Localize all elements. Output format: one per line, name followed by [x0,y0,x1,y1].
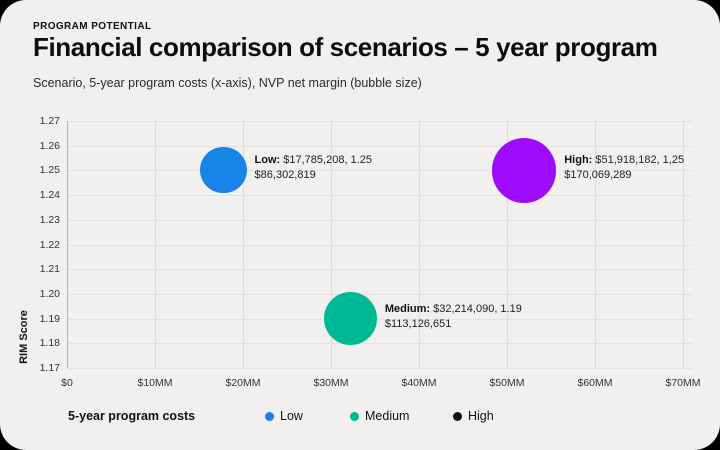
h-gridline [67,269,692,271]
legend-item-high[interactable]: High [453,409,494,423]
h-gridline [67,219,692,221]
y-tick-label: 1.22 [39,238,60,251]
h-gridline [67,170,692,172]
legend-item-low[interactable]: Low [265,409,303,423]
v-gridline [155,121,156,368]
x-tick-label: $60MM [577,377,613,389]
page-title: Financial comparison of scenarios – 5 ye… [33,32,658,62]
bubble-low[interactable] [200,147,247,194]
y-axis-line [67,121,68,368]
x-tick-label: $50MM [489,377,525,389]
v-gridline [683,121,684,368]
h-gridline [67,343,692,345]
y-tick-label: 1.20 [39,287,60,300]
x-tick-label: $10MM [137,377,173,389]
h-gridline [67,195,692,197]
kicker-label: PROGRAM POTENTIAL [33,21,152,32]
legend: 5-year program costs Low Medium High [0,405,720,429]
x-tick-label: $20MM [225,377,261,389]
y-tick-label: 1.23 [39,213,60,226]
y-tick-label: 1.25 [39,164,60,177]
v-gridline [243,121,244,368]
y-tick-label: 1.21 [39,263,60,276]
h-gridline [67,244,692,246]
legend-item-label: Low [280,409,303,423]
y-tick-label: 1.26 [39,139,60,152]
bubble-label-low: Low: $17,785,208, 1.25 $86,302,819 [254,154,372,182]
v-gridline [331,121,332,368]
chart-subtitle: Scenario, 5-year program costs (x-axis),… [33,76,422,90]
h-gridline [67,121,692,122]
y-tick-label: 1.19 [39,312,60,325]
h-gridline [67,368,692,369]
x-tick-label: $70MM [665,377,701,389]
v-gridline [595,121,596,368]
bubble-label-medium: Medium: $32,214,090, 1.19 $113,126,651 [384,302,522,330]
bubble-medium[interactable] [324,292,377,345]
v-gridline [507,121,508,368]
y-tick-label: 1.27 [39,115,60,127]
bubble-label-high: High: $51,918,182, 1,25 $170,069,289 [564,154,685,182]
legend-item-label: Medium [365,409,410,423]
h-gridline [67,145,692,147]
legend-item-medium[interactable]: Medium [350,409,409,423]
legend-dot-icon [453,411,462,421]
y-tick-label: 1.17 [39,362,60,374]
y-tick-label: 1.18 [39,337,60,350]
h-gridline [67,318,692,320]
x-tick-label: $0 [61,377,73,389]
x-tick-label: $30MM [313,377,349,389]
legend-dot-icon [265,411,274,421]
h-gridline [67,293,692,295]
legend-item-label: High [468,409,494,423]
legend-dot-icon [350,411,359,421]
v-gridline [419,121,420,368]
y-tick-label: 1.24 [39,189,60,202]
bubble-high[interactable] [491,138,557,203]
x-tick-label: $40MM [401,377,437,389]
legend-title: 5-year program costs [68,409,196,423]
